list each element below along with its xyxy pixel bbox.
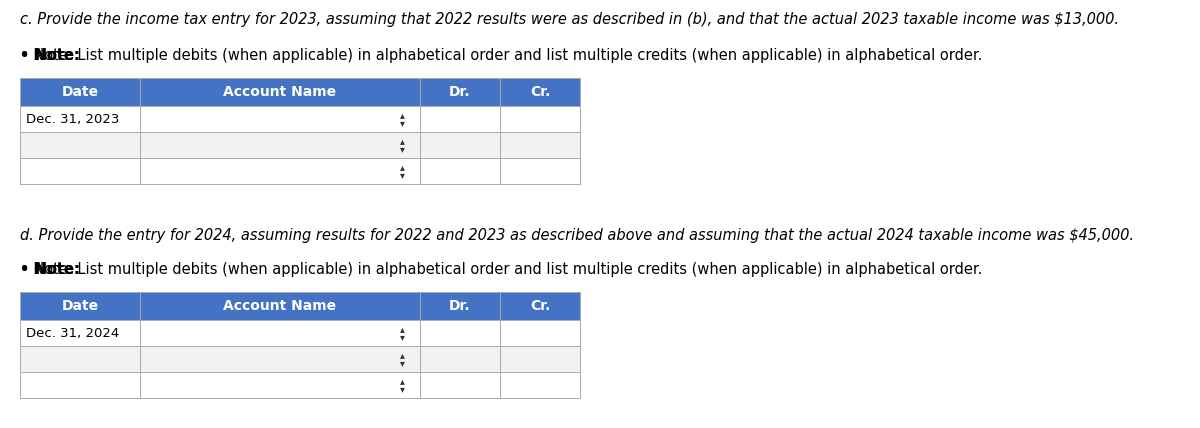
Text: • Note: List multiple debits (when applicable) in alphabetical order and list mu: • Note: List multiple debits (when appli… — [20, 262, 983, 277]
Bar — [20, 292, 140, 320]
Text: Account Name: Account Name — [223, 299, 336, 313]
Bar — [500, 78, 580, 106]
Bar — [420, 346, 500, 372]
Bar — [140, 158, 420, 184]
Bar — [20, 372, 140, 398]
Text: Dec. 31, 2023: Dec. 31, 2023 — [26, 113, 119, 125]
Bar — [500, 320, 580, 346]
Bar — [140, 292, 420, 320]
Bar — [20, 158, 140, 184]
Text: ▴
▾: ▴ ▾ — [400, 136, 404, 154]
Bar — [500, 106, 580, 132]
Bar — [20, 346, 140, 372]
Bar — [500, 132, 580, 158]
Bar — [20, 320, 140, 346]
Bar — [420, 372, 500, 398]
Text: Account Name: Account Name — [223, 85, 336, 99]
Text: Date: Date — [61, 85, 98, 99]
Bar — [420, 292, 500, 320]
Bar — [420, 78, 500, 106]
Text: ▴
▾: ▴ ▾ — [400, 324, 404, 342]
Bar — [420, 158, 500, 184]
Text: • Note:: • Note: — [20, 48, 80, 63]
Text: • Note:: • Note: — [20, 262, 80, 277]
Bar — [420, 106, 500, 132]
Text: ▴
▾: ▴ ▾ — [400, 110, 404, 128]
Text: c. Provide the income tax entry for 2023, assuming that 2022 results were as des: c. Provide the income tax entry for 2023… — [20, 12, 1120, 27]
Text: Date: Date — [61, 299, 98, 313]
Text: ▴
▾: ▴ ▾ — [400, 350, 404, 368]
Bar — [420, 320, 500, 346]
Bar — [140, 132, 420, 158]
Bar — [140, 106, 420, 132]
Bar — [20, 78, 140, 106]
Text: ▴
▾: ▴ ▾ — [400, 162, 404, 180]
Text: • Note:: • Note: — [20, 262, 80, 277]
Bar — [420, 132, 500, 158]
Text: Cr.: Cr. — [530, 299, 550, 313]
Bar — [500, 158, 580, 184]
Text: Dr.: Dr. — [449, 85, 470, 99]
Text: Dec. 31, 2024: Dec. 31, 2024 — [26, 327, 119, 339]
Bar — [140, 372, 420, 398]
Text: Dr.: Dr. — [449, 299, 470, 313]
Bar — [500, 346, 580, 372]
Bar — [500, 372, 580, 398]
Bar — [500, 292, 580, 320]
Text: • Note: List multiple debits (when applicable) in alphabetical order and list mu: • Note: List multiple debits (when appli… — [20, 48, 983, 63]
Bar — [140, 346, 420, 372]
Text: ▴
▾: ▴ ▾ — [400, 376, 404, 394]
Bar — [140, 78, 420, 106]
Bar — [140, 320, 420, 346]
Text: • Note:: • Note: — [20, 48, 80, 63]
Text: Cr.: Cr. — [530, 85, 550, 99]
Bar — [20, 106, 140, 132]
Bar — [20, 132, 140, 158]
Text: d. Provide the entry for 2024, assuming results for 2022 and 2023 as described a: d. Provide the entry for 2024, assuming … — [20, 228, 1134, 243]
